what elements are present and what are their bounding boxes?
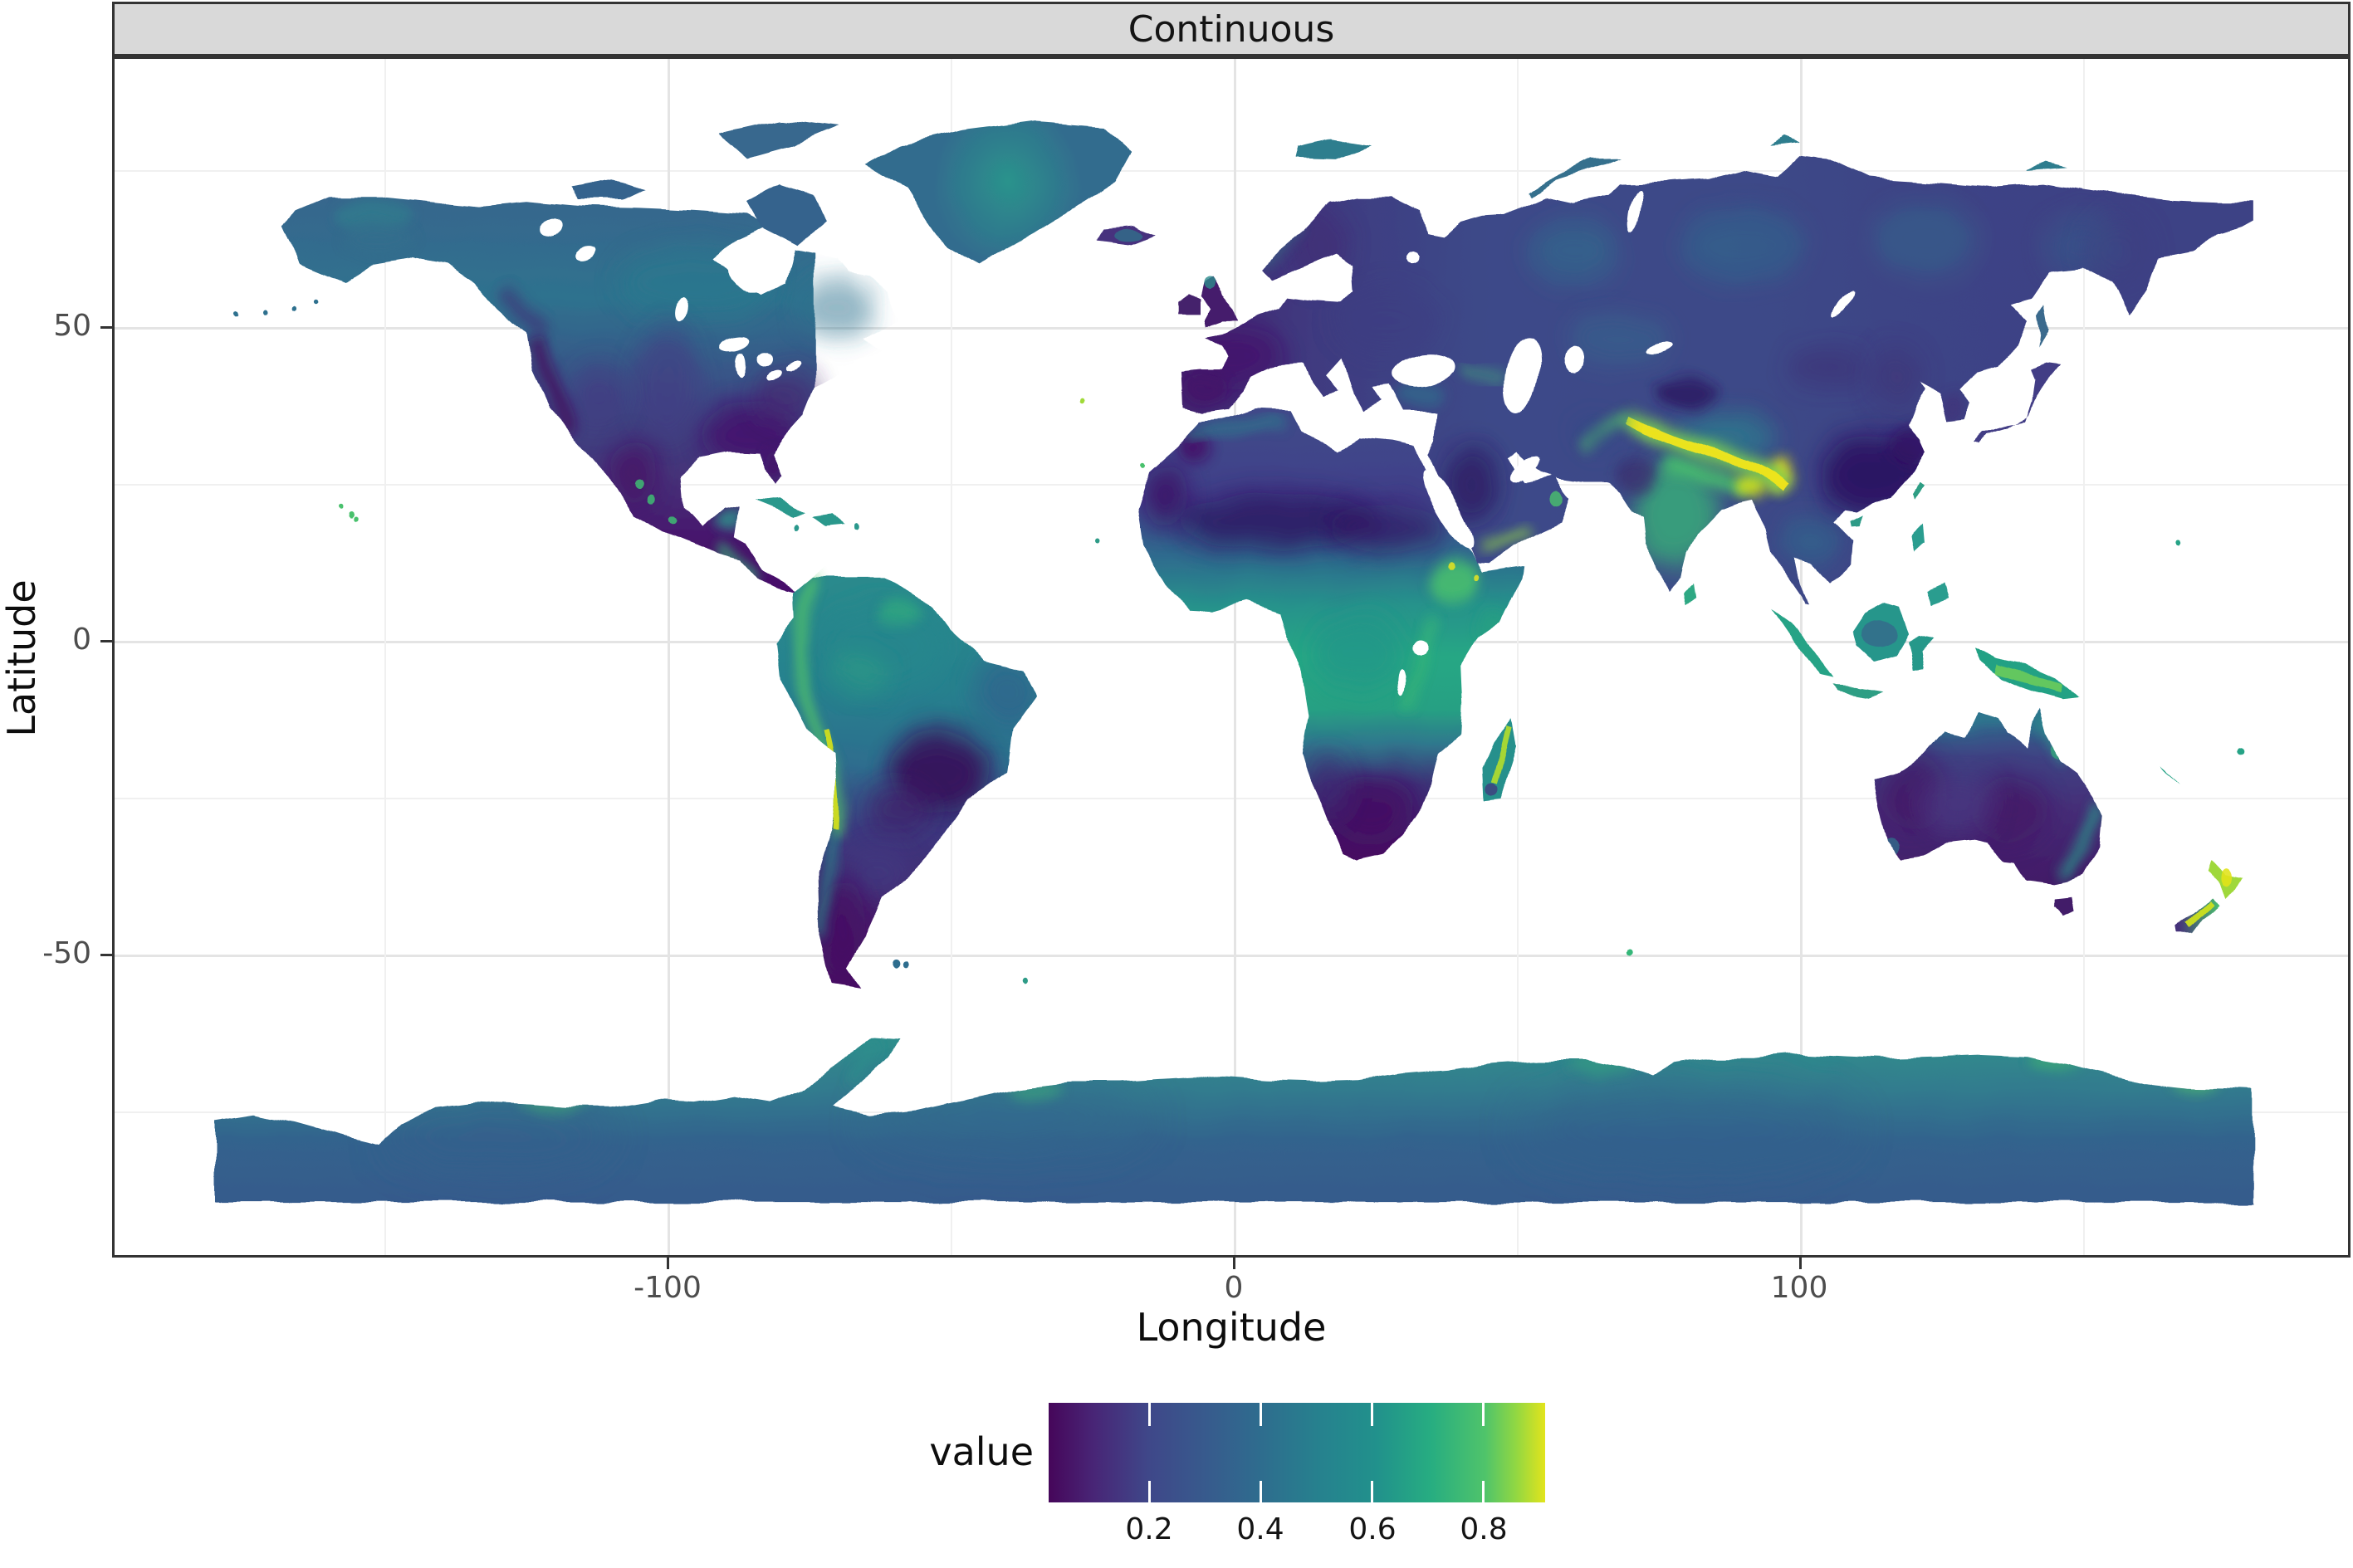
legend-tick-label-0.6: 0.6 (1348, 1512, 1397, 1546)
gridline-minor-lon-150 (384, 59, 386, 1255)
gridline-major-lon0 (1234, 59, 1236, 1255)
x-tick-label--100: -100 (634, 1271, 702, 1305)
y-tick-label-50: 50 (53, 309, 91, 343)
y-tick-label--50: -50 (42, 936, 91, 970)
y-axis-title: Latitude (0, 579, 44, 737)
x-tick-label-0: 0 (1224, 1271, 1244, 1305)
gridline-minor-lon50 (1517, 59, 1519, 1255)
world-map (214, 120, 2253, 1203)
continent-australia (1873, 710, 2103, 883)
legend-tick-mark (1482, 1481, 1485, 1502)
legend-tick-mark (1260, 1481, 1262, 1502)
x-tick-mark--100 (667, 1258, 669, 1269)
gridline-minor-lon150 (2083, 59, 2085, 1255)
continent-north-america (282, 196, 878, 593)
land-layer (214, 120, 2253, 1203)
legend-tick-mark (1148, 1403, 1151, 1426)
gridline-major-lat0 (115, 641, 2348, 643)
legend-tick-label-0.8: 0.8 (1460, 1512, 1508, 1546)
lakes (540, 188, 1853, 696)
facet-strip: Continuous (112, 2, 2351, 56)
continent-antarctica (214, 1037, 2253, 1203)
y-tick-mark-0 (100, 640, 112, 642)
legend-colorbar (1049, 1403, 1545, 1502)
x-axis-title: Longitude (1136, 1305, 1327, 1350)
plot-panel (112, 56, 2351, 1258)
legend-tick-mark (1482, 1403, 1485, 1426)
gridline-minor-lat-25 (115, 798, 2348, 799)
islands (234, 135, 2245, 986)
y-tick-label-0: 0 (72, 623, 91, 657)
legend-tick-mark (1371, 1403, 1373, 1426)
y-tick-mark--50 (100, 954, 112, 956)
x-tick-mark-0 (1233, 1258, 1235, 1269)
continent-greenland-arctic (571, 120, 1132, 265)
legend-tick-mark (1371, 1481, 1373, 1502)
gridline-major-lon100 (1800, 59, 1803, 1255)
legend-tick-label-0.4: 0.4 (1236, 1512, 1284, 1546)
x-tick-mark-100 (1799, 1258, 1802, 1269)
legend-tick-mark (1148, 1481, 1151, 1502)
y-tick-mark-50 (100, 326, 112, 329)
gridline-minor-lat75 (115, 170, 2348, 172)
legend-tick-label-0.2: 0.2 (1125, 1512, 1173, 1546)
gridline-major-lat50 (115, 327, 2348, 330)
gridline-major-lon-100 (668, 59, 670, 1255)
gridline-major-lat-50 (115, 955, 2348, 957)
legend-title: value (929, 1429, 1034, 1474)
continent-south-america (775, 576, 1037, 986)
island-madagascar (1482, 717, 1516, 800)
legend-tick-mark (1260, 1403, 1262, 1426)
x-tick-label-100: 100 (1770, 1271, 1828, 1305)
facet-strip-label: Continuous (1128, 7, 1335, 51)
